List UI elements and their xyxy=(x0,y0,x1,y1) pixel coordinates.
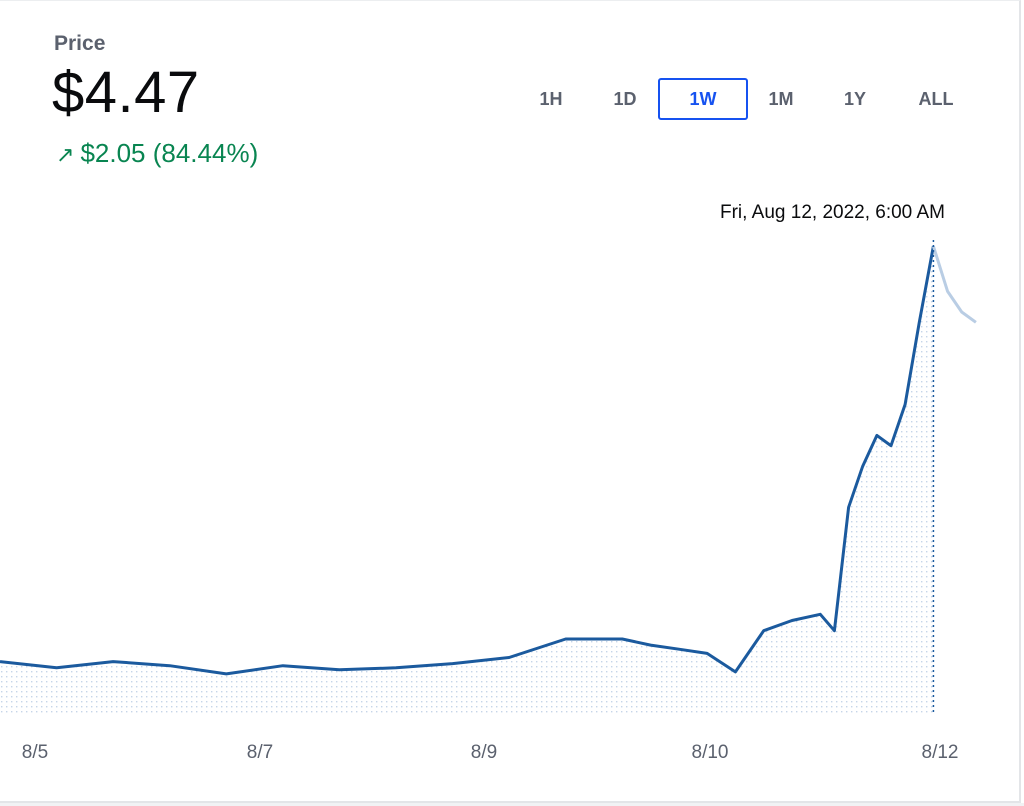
price-line xyxy=(0,245,935,676)
price-area-fill xyxy=(0,246,934,713)
arrow-up-right-icon: ↗ xyxy=(56,142,75,167)
price-change-text: $2.05 (84.44%) xyxy=(80,138,259,168)
x-tick-label: 8/12 xyxy=(922,742,959,763)
x-tick-label: 8/7 xyxy=(247,742,273,763)
tooltip-date: Fri, Aug 12, 2022, 6:00 AM xyxy=(720,202,945,223)
price-label: Price xyxy=(54,32,106,55)
tab-1y[interactable]: 1Y xyxy=(843,89,867,109)
tab-all[interactable]: ALL xyxy=(918,89,954,109)
tab-1w[interactable]: 1W xyxy=(658,78,748,120)
x-tick-label: 8/9 xyxy=(471,742,497,763)
bottom-divider xyxy=(0,803,1024,806)
price-value: $4.47 xyxy=(52,60,200,125)
tab-1h[interactable]: 1H xyxy=(539,89,563,109)
price-line-after-hover xyxy=(931,245,977,324)
x-tick-label: 8/10 xyxy=(692,742,729,763)
x-tick-label: 8/5 xyxy=(22,742,48,763)
tab-1d[interactable]: 1D xyxy=(613,89,637,109)
price-change: ↗ $2.05 (84.44%) xyxy=(56,138,258,169)
tab-1m[interactable]: 1M xyxy=(768,89,794,109)
